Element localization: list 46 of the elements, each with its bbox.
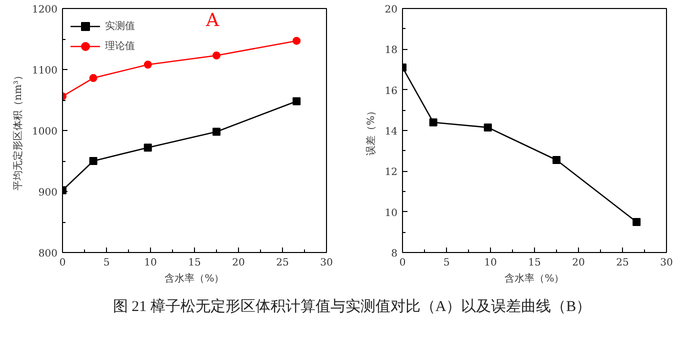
x-axis-title: 含水率（%） xyxy=(164,272,224,284)
point xyxy=(212,128,220,136)
y-tick-label: 18 xyxy=(384,45,398,56)
y-tick-label: 10 xyxy=(384,208,398,219)
y-axis-title: 平均无定形区体积（nm³） xyxy=(12,70,24,190)
point xyxy=(429,118,438,126)
point xyxy=(144,144,152,152)
legend-label: 实测值 xyxy=(105,20,135,33)
y-tick-label: 1200 xyxy=(32,4,58,16)
x-tick-label: 15 xyxy=(528,258,541,268)
y-tick-label: 8 xyxy=(391,248,398,260)
x-tick-label: 10 xyxy=(484,258,497,268)
point xyxy=(292,97,301,106)
x-tick-label: 0 xyxy=(59,258,66,268)
x-tick-label: 30 xyxy=(320,258,333,268)
y-tick-label: 20 xyxy=(384,4,398,16)
point xyxy=(212,51,220,60)
point xyxy=(292,36,301,45)
x-tick-label: 0 xyxy=(399,258,406,268)
y-tick-label: 14 xyxy=(384,126,398,138)
point xyxy=(144,60,152,69)
y-tick-label: 1100 xyxy=(32,66,58,76)
y-tick-label: 16 xyxy=(384,86,398,97)
y-axis-title: 误差（%） xyxy=(364,106,377,156)
y-tick-label: 800 xyxy=(38,248,58,260)
y-tick-label: 1000 xyxy=(32,126,58,138)
x-tick-label: 5 xyxy=(443,258,450,268)
point xyxy=(484,123,492,132)
x-tick-label: 20 xyxy=(572,258,585,268)
caption: 图 21 樟子松无定形区体积计算值与实测值对比（A）以及误差曲线（B） xyxy=(112,297,592,317)
point xyxy=(552,156,560,164)
point xyxy=(89,74,98,82)
x-tick-label: 25 xyxy=(616,258,629,268)
x-tick-label: 5 xyxy=(103,258,110,268)
point xyxy=(632,218,641,226)
x-tick-label: 25 xyxy=(276,258,289,268)
point xyxy=(89,157,98,165)
legend-label: 理论值 xyxy=(105,40,135,53)
y-tick-label: 12 xyxy=(384,167,398,178)
y-tick-label: 900 xyxy=(38,188,58,198)
x-tick-label: 20 xyxy=(232,258,245,268)
annotation: A xyxy=(205,10,220,31)
x-tick-label: 15 xyxy=(188,258,201,268)
x-tick-label: 30 xyxy=(660,258,673,268)
x-tick-label: 10 xyxy=(144,258,157,268)
x-axis-title: 含水率（%） xyxy=(504,272,564,284)
